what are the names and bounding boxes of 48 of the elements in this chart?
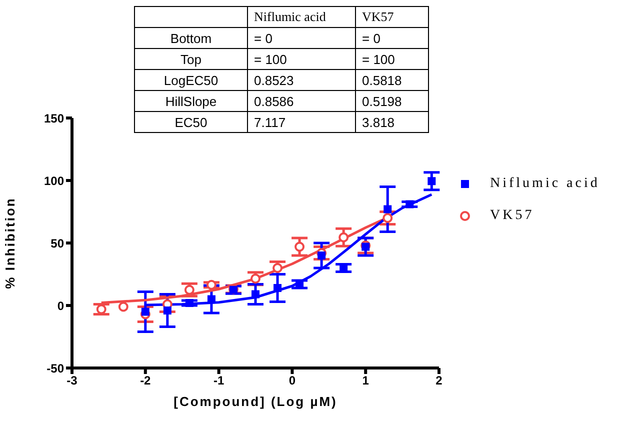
text: 0.5818 xyxy=(356,70,428,90)
text: 0.8523 xyxy=(248,70,356,90)
text: VK57 xyxy=(356,6,428,28)
point xyxy=(338,232,349,242)
legend-label: Niflumic acid xyxy=(490,176,600,192)
point xyxy=(272,263,283,273)
point xyxy=(118,302,128,312)
text: 0.5198 xyxy=(356,90,428,112)
point xyxy=(382,213,393,223)
text: Top xyxy=(134,48,248,70)
y-tick-label: 0 xyxy=(57,298,64,313)
point xyxy=(274,284,282,292)
text: = 100 xyxy=(356,48,428,70)
annotation: EC50 xyxy=(134,112,248,132)
x-tick-label: -2 xyxy=(140,374,152,388)
text: = 100 xyxy=(248,48,356,70)
point xyxy=(184,284,194,295)
x-tick-label: 1 xyxy=(362,374,370,388)
point xyxy=(384,205,392,214)
text: = 0 xyxy=(248,28,356,48)
y-tick-label: -50 xyxy=(46,361,64,376)
annotation: 3.818 xyxy=(356,112,428,132)
point xyxy=(163,306,172,314)
legend-label: VK57 xyxy=(490,208,534,224)
point xyxy=(318,252,326,260)
point xyxy=(206,280,216,290)
y-tick-label: 50 xyxy=(50,236,64,250)
x-tick-label: -1 xyxy=(213,374,224,388)
text: Niflumic acid xyxy=(248,6,356,28)
y-axis-title: % Inhibition xyxy=(2,197,18,289)
y-tick-label: 150 xyxy=(44,111,64,126)
annotation: 7.117 xyxy=(248,112,356,132)
x-tick-label: -3 xyxy=(66,374,78,388)
x-tick-label: 0 xyxy=(288,374,296,388)
text: 0.8586 xyxy=(248,90,356,112)
point xyxy=(250,274,260,284)
point xyxy=(141,308,150,316)
text: Bottom xyxy=(134,28,248,48)
text: = 0 xyxy=(356,28,428,48)
y-tick-label: 100 xyxy=(44,174,64,188)
point xyxy=(96,304,106,314)
point xyxy=(252,290,260,298)
x-tick-label: 2 xyxy=(436,374,443,388)
text: LogEC50 xyxy=(134,70,248,90)
text: HillSlope xyxy=(134,90,248,112)
point xyxy=(294,242,305,252)
x-axis-title: [Compound] (Log µM) xyxy=(174,394,338,409)
point xyxy=(428,177,436,186)
